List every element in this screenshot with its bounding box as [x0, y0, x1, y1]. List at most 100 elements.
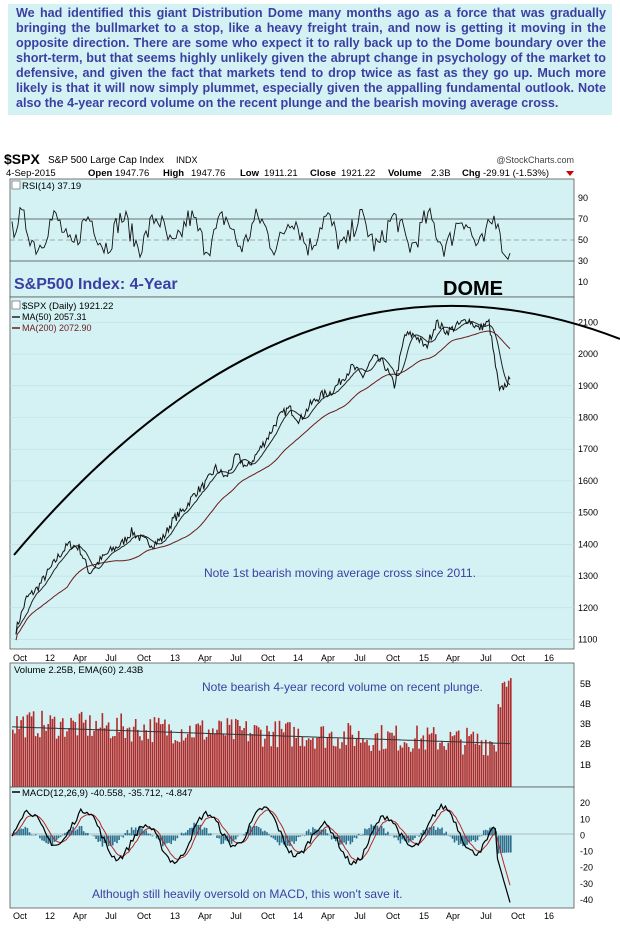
x-tick-label-bottom-14: Apr — [446, 911, 460, 921]
x-tick-label-bottom-1: 12 — [45, 911, 55, 921]
macd-hist-bar-115 — [251, 826, 254, 836]
volume-bar-36 — [87, 735, 89, 787]
volume-bar-228 — [487, 755, 489, 787]
volume-bar-5 — [22, 716, 24, 787]
macd-hist-bar-222 — [474, 835, 477, 842]
volume-bar-127 — [276, 747, 279, 787]
volume-bar-187 — [401, 747, 404, 787]
macd-hist-bar-121 — [264, 830, 266, 836]
volume-bar-73 — [164, 719, 166, 787]
x-tick-label-top-3: Jul — [105, 653, 117, 663]
volume-bar-6 — [24, 737, 27, 787]
volume-bar-100 — [220, 721, 222, 787]
macd-hist-bar-57 — [130, 827, 133, 836]
x-tick-label-top-13: 15 — [419, 653, 429, 663]
macd-hist-bar-33 — [80, 826, 83, 836]
chg-down-arrow-icon — [566, 171, 574, 176]
volume-bar-218 — [466, 727, 468, 787]
volume-bar-225 — [480, 740, 483, 787]
volume-panel: Volume 2.25B, EMA(60) 2.43B Note bearish… — [9, 662, 591, 788]
macd-hist-bar-82 — [182, 833, 185, 836]
macd-hist-bar-24 — [62, 834, 64, 836]
volume-ema-line — [12, 726, 510, 745]
macd-hist-bar-84 — [187, 830, 189, 836]
price-annotation-title: S&P500 Index: 4-Year — [14, 276, 178, 293]
chart-index-name: S&P 500 Large Cap Index — [48, 155, 164, 166]
volume-bar-70 — [157, 717, 160, 787]
macd-hist-bar-172 — [370, 824, 372, 836]
volume-bar-32 — [78, 713, 81, 787]
macd-hist-bar-111 — [243, 834, 245, 836]
macd-hist-bar-113 — [247, 828, 250, 836]
volume-bar-124 — [270, 746, 272, 787]
volume-bar-179 — [385, 748, 387, 787]
macd-annotation: Although still heavily oversold on MACD,… — [92, 887, 402, 901]
macd-hist-bar-16 — [45, 835, 47, 843]
x-tick-label-bottom-13: 15 — [419, 911, 429, 921]
volume-bar-150 — [324, 747, 327, 787]
volume-bar-185 — [397, 750, 400, 787]
rsi-tick-90: 90 — [578, 193, 588, 203]
x-axis-top: Oct 12 Apr Jul Oct 13 Apr Jul Oct 14 Apr Jul Oct 15 Ap… — [13, 653, 554, 663]
volume-bar-37 — [89, 715, 91, 787]
macd-hist-bar-223 — [476, 835, 479, 841]
macd-hist-bar-76 — [170, 835, 172, 845]
volume-bar-16 — [45, 730, 47, 787]
macd-hist-bar-104 — [228, 835, 231, 843]
volume-bar-30 — [74, 722, 77, 787]
macd-hist-bar-55 — [126, 830, 129, 836]
x-tick-label-bottom-17: 16 — [544, 911, 554, 921]
price-tick-1500: 1500 — [578, 508, 598, 518]
volume-bar-25 — [64, 736, 66, 787]
volume-bar-23 — [59, 721, 62, 787]
macd-hist-bar-118 — [257, 827, 260, 836]
volume-bar-17 — [47, 724, 49, 787]
x-axis-bottom: Oct 12 Apr Jul Oct 13 Apr Jul Oct 14 Apr Jul Oct 15 Ap… — [13, 911, 554, 921]
macd-hist-bar-117 — [255, 825, 258, 836]
macd-hist-bar-6 — [24, 826, 27, 836]
volume-bar-56 — [128, 727, 131, 787]
macd-hist-bar-124 — [270, 835, 272, 838]
macd-hist-bar-39 — [93, 835, 95, 837]
x-tick-label-bottom-11: Jul — [354, 911, 366, 921]
volume-bar-210 — [449, 731, 452, 787]
volume-bar-21 — [55, 738, 58, 787]
macd-legend: MACD(12,26,9) -40.558, -35.712, -4.847 — [22, 788, 193, 799]
x-tick-label-bottom-5: 13 — [170, 911, 180, 921]
macd-hist-bar-149 — [322, 829, 325, 836]
macd-hist-bar-125 — [272, 835, 275, 839]
macd-tick--40: -40 — [580, 895, 593, 905]
volume-bar-138 — [299, 745, 302, 787]
volume-bar-130 — [282, 732, 285, 787]
macd-hist-bar-79 — [176, 835, 179, 839]
macd-hist-bar-65 — [147, 833, 149, 836]
macd-hist-bar-132 — [287, 835, 289, 846]
volume-bar-146 — [316, 737, 318, 787]
volume-bar-40 — [95, 720, 97, 787]
volume-bar-163 — [351, 734, 354, 787]
volume-bar-91 — [201, 720, 204, 787]
macd-hist-bar-7 — [26, 828, 29, 836]
macd-hist-bar-227 — [485, 829, 487, 836]
rsi-legend-box — [11, 180, 21, 190]
macd-hist-bar-225 — [480, 835, 483, 837]
volume-bar-104 — [228, 724, 231, 787]
volume-bar-53 — [122, 726, 124, 787]
volume-bar-161 — [347, 723, 350, 787]
volume-bar-35 — [84, 719, 87, 787]
macd-hist-bar-54 — [124, 833, 127, 836]
dome-label: DOME — [443, 278, 503, 300]
volume-bar-87 — [193, 737, 195, 787]
x-tick-label-top-5: 13 — [170, 653, 180, 663]
macd-hist-bar-99 — [218, 835, 220, 839]
macd-hist-bar-220 — [470, 835, 472, 842]
volume-bar-153 — [330, 731, 333, 787]
volume-bar-183 — [393, 735, 395, 787]
volume-bar-202 — [432, 727, 435, 787]
volume-bar-207 — [443, 746, 445, 787]
volume-bar-64 — [145, 730, 147, 787]
macd-hist-bar-51 — [118, 835, 120, 840]
volume-bar-28 — [70, 717, 72, 787]
macd-hist-bar-203 — [435, 829, 437, 836]
volume-bar-190 — [407, 746, 410, 787]
